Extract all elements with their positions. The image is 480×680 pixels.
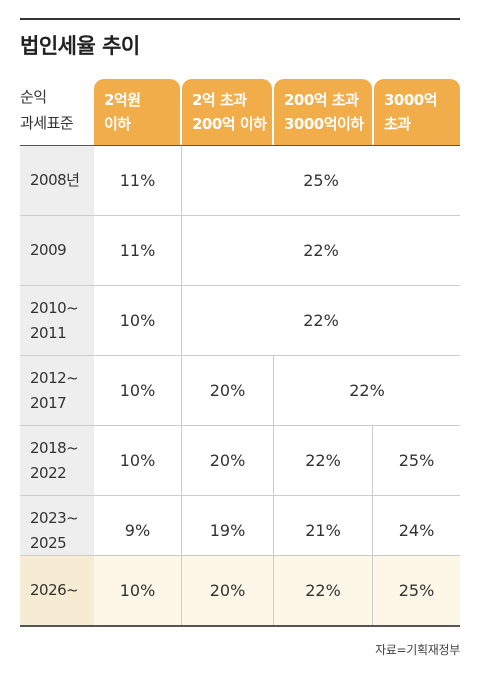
row-divider bbox=[20, 425, 460, 426]
column-divider bbox=[273, 356, 274, 425]
row-year-line1: 2026~ bbox=[30, 581, 79, 599]
rate-cell: 11% bbox=[119, 171, 156, 190]
column-divider bbox=[181, 426, 182, 495]
row-year-line1: 2023~ bbox=[30, 508, 79, 527]
row-year-line2: 2017 bbox=[30, 393, 67, 412]
column-divider bbox=[181, 556, 182, 625]
rate-cell: 22% bbox=[305, 451, 341, 470]
row-divider bbox=[20, 495, 460, 496]
column-divider bbox=[273, 426, 274, 495]
row-year-line1: 2018~ bbox=[30, 438, 79, 457]
row-year-line1: 2008년 bbox=[30, 171, 80, 189]
row-divider bbox=[20, 355, 460, 356]
tier-3-line1: 200억 초과 bbox=[284, 91, 359, 109]
table-row: 2012~ 2017 10% 20% 22% bbox=[20, 356, 460, 425]
rate-cell: 20% bbox=[209, 451, 246, 470]
source-note: 자료=기획재정부 bbox=[375, 643, 460, 657]
tier-3-line2: 3000억이하 bbox=[284, 115, 364, 133]
rate-cell: 22% bbox=[349, 381, 385, 400]
column-divider bbox=[273, 496, 274, 565]
row-year: 2026~ bbox=[20, 556, 94, 625]
column-divider bbox=[181, 216, 182, 285]
column-divider bbox=[181, 496, 182, 565]
column-divider bbox=[181, 146, 182, 215]
row-year: 2023~ 2025 bbox=[20, 496, 94, 565]
rate-cell: 10% bbox=[119, 581, 156, 600]
header-label-line1: 순익 bbox=[20, 88, 47, 106]
rate-cell: 10% bbox=[119, 451, 156, 470]
tier-header-4: 3000억 초과 bbox=[374, 79, 460, 145]
row-divider bbox=[20, 215, 460, 216]
tier-4-line2: 초과 bbox=[384, 115, 411, 133]
table-title: 법인세율 추이 bbox=[20, 34, 140, 58]
column-divider bbox=[372, 496, 373, 565]
rate-cell: 19% bbox=[209, 521, 246, 540]
row-year-line2: 2011 bbox=[30, 323, 67, 342]
row-year-line2: 2025 bbox=[30, 533, 67, 552]
rate-cell: 25% bbox=[303, 171, 339, 190]
table-row: 2008년 11% 25% bbox=[20, 146, 460, 215]
tier-header-3: 200억 초과 3000억이하 bbox=[274, 79, 372, 145]
rate-cell: 24% bbox=[398, 521, 435, 540]
top-rule bbox=[20, 18, 460, 20]
row-year: 2010~ 2011 bbox=[20, 286, 94, 355]
rate-cell: 11% bbox=[119, 241, 156, 260]
bottom-rule bbox=[20, 625, 460, 627]
rate-cell: 25% bbox=[398, 451, 435, 470]
rate-cell: 10% bbox=[119, 311, 156, 330]
tier-2-line2: 200억 이하 bbox=[192, 115, 267, 133]
column-divider bbox=[372, 556, 373, 625]
rate-cell: 21% bbox=[305, 521, 341, 540]
column-divider bbox=[181, 356, 182, 425]
header-rule bbox=[20, 145, 460, 146]
rate-cell: 22% bbox=[303, 311, 339, 330]
table-row: 2010~ 2011 10% 22% bbox=[20, 286, 460, 355]
rate-cell: 25% bbox=[398, 581, 435, 600]
tier-header-2: 2억 초과 200억 이하 bbox=[182, 79, 272, 145]
row-divider bbox=[20, 555, 460, 556]
row-year-line1: 2012~ bbox=[30, 368, 79, 387]
column-divider bbox=[372, 426, 373, 495]
column-divider bbox=[273, 556, 274, 625]
tier-1-line2: 이하 bbox=[104, 115, 131, 133]
header-label: 순익 과세표준 bbox=[20, 84, 94, 136]
rate-cell: 9% bbox=[124, 521, 151, 540]
tier-4-line1: 3000억 bbox=[384, 91, 438, 109]
row-year: 2009 bbox=[20, 216, 94, 285]
row-year-line2: 2022 bbox=[30, 463, 67, 482]
header-label-line2: 과세표준 bbox=[20, 114, 74, 132]
table-row: 2009 11% 22% bbox=[20, 216, 460, 285]
rate-cell: 22% bbox=[303, 241, 339, 260]
rate-cell: 22% bbox=[305, 581, 341, 600]
tier-2-line1: 2억 초과 bbox=[192, 91, 247, 109]
table-row: 2023~ 2025 9% 19% 21% 24% bbox=[20, 496, 460, 565]
row-year: 2008년 bbox=[20, 146, 94, 215]
table-row: 2018~ 2022 10% 20% 22% 25% bbox=[20, 426, 460, 495]
table-row-highlighted: 2026~ 10% 20% 22% 25% bbox=[20, 556, 460, 625]
row-divider bbox=[20, 285, 460, 286]
rate-cell: 10% bbox=[119, 381, 156, 400]
rate-cell: 20% bbox=[209, 581, 246, 600]
rate-cell: 20% bbox=[209, 381, 246, 400]
tier-header-1: 2억원 이하 bbox=[94, 79, 180, 145]
column-divider bbox=[181, 286, 182, 355]
tier-1-line1: 2억원 bbox=[104, 91, 141, 109]
row-year: 2018~ 2022 bbox=[20, 426, 94, 495]
row-year-line1: 2009 bbox=[30, 241, 67, 259]
row-year-line1: 2010~ bbox=[30, 298, 79, 317]
row-year: 2012~ 2017 bbox=[20, 356, 94, 425]
